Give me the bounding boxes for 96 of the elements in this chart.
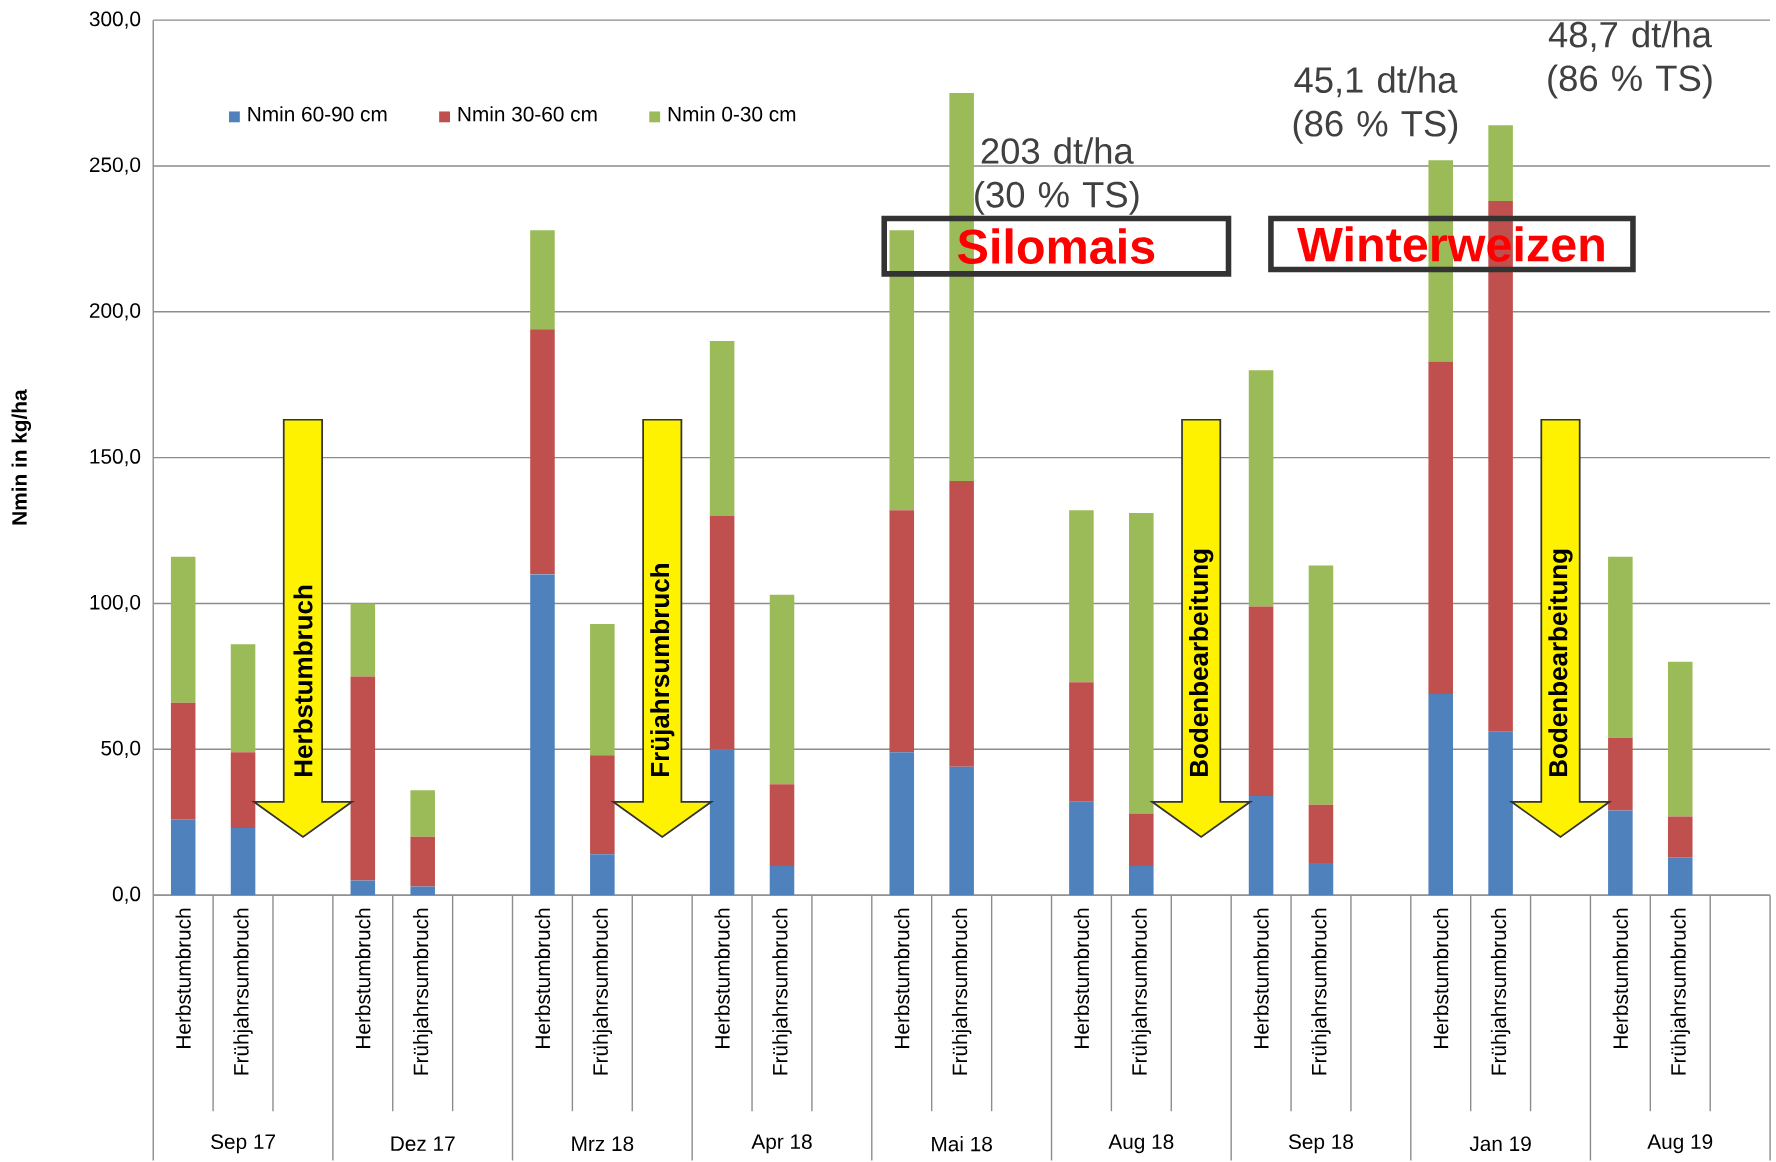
bar [1129, 865, 1154, 895]
bar [1667, 816, 1693, 857]
y-tick-label: 300,0 [89, 11, 141, 29]
y-tick-label: 150,0 [90, 448, 141, 466]
x-tick-label: Frühjahrsumbruch [1490, 908, 1511, 1075]
bar [769, 784, 795, 866]
y-tick-label: 50,0 [101, 740, 141, 758]
annotation: Herbstumbruch [293, 585, 313, 776]
bar [410, 789, 435, 837]
annotation: Früjahrsumbruch [650, 563, 675, 776]
text: Apr 18 [751, 1134, 812, 1153]
bar [1308, 804, 1334, 863]
annotation: 45,1 dt/ha (86 % TS) [1293, 65, 1458, 144]
bar [170, 556, 196, 703]
bar [1667, 661, 1693, 817]
y-axis-title: Nmin in kg/ha [11, 389, 32, 525]
bar [769, 594, 795, 785]
bar [1069, 801, 1094, 895]
bar [1667, 856, 1693, 895]
x-tick-label: Herbstumbruch [1253, 908, 1269, 1048]
x-tick-label: Herbstumbruch [894, 908, 910, 1048]
x-tick-label: Herbstumbruch [355, 908, 371, 1048]
bar [230, 827, 256, 895]
bar [350, 603, 376, 677]
bar [230, 751, 256, 828]
text: Dez 17 [391, 1136, 455, 1151]
bar [1308, 565, 1334, 805]
bar [350, 676, 376, 881]
bar [590, 754, 615, 855]
x-tick-label: Frühjahrsumbruch [772, 908, 792, 1075]
text: Jan 19 [1469, 1136, 1531, 1151]
legend-label: Nmin 30-60 cm [458, 105, 597, 122]
x-tick-label: Frühjahrsumbruch [951, 908, 972, 1075]
bar [530, 329, 555, 575]
bar [350, 880, 376, 895]
bar [1069, 509, 1094, 682]
bar [410, 836, 435, 887]
x-tick-label: Frühjahrsumbruch [1670, 908, 1690, 1075]
bar [769, 865, 795, 895]
y-tick-label: 250,0 [89, 157, 141, 175]
x-tick-label: Frühjahrsumbruch [1311, 908, 1331, 1075]
bar [1488, 124, 1513, 201]
bar [170, 702, 196, 820]
bar [1248, 795, 1274, 895]
bar [1608, 810, 1633, 895]
bar [170, 819, 196, 895]
x-tick-label: Frühjahrsumbruch [592, 908, 613, 1075]
x-tick-label: Herbstumbruch [175, 908, 191, 1048]
x-tick-label: Herbstumbruch [534, 908, 551, 1048]
x-tick-label: Frühjahrsumbruch [1131, 908, 1151, 1075]
bar [1248, 606, 1274, 796]
bar [1488, 731, 1513, 895]
annotation: Bodenbearbeitung [1189, 549, 1214, 776]
bar [709, 749, 735, 895]
x-tick-label: Herbstumbruch [1073, 908, 1090, 1048]
bar [949, 480, 974, 767]
annotation: 203 dt/ha (30 % TS) [975, 136, 1139, 215]
bar [1308, 862, 1334, 895]
bar [530, 574, 555, 895]
bar [590, 854, 615, 895]
x-tick-label: Frühjahrsumbruch [412, 908, 433, 1075]
text: Mrz 18 [572, 1136, 634, 1151]
bar [530, 229, 555, 330]
bar [1608, 556, 1633, 738]
bar [1069, 682, 1094, 802]
y-tick-label: 200,0 [89, 302, 141, 321]
x-tick-label: Herbstumbruch [1433, 908, 1449, 1048]
y-tick-label: 100,0 [90, 594, 141, 612]
text: Aug 19 [1647, 1134, 1713, 1153]
bar [230, 644, 256, 752]
x-tick-label: Herbstumbruch [1612, 908, 1629, 1048]
bar [889, 509, 915, 752]
annotation: 48,7 dt/ha (86 % TS) [1548, 20, 1712, 99]
bar [889, 229, 915, 510]
bar [1608, 737, 1633, 811]
bar [709, 340, 735, 516]
x-tick-label: Frühjahrsumbruch [233, 908, 253, 1075]
bar [709, 515, 735, 750]
legend-label: Nmin 60-90 cm [248, 105, 387, 122]
bar [1248, 369, 1274, 607]
bar [1428, 693, 1453, 895]
legend-label: Nmin 0-30 cm [668, 105, 796, 122]
bar [1129, 512, 1154, 814]
y-tick-label: 0,0 [112, 886, 141, 904]
bar [1129, 813, 1154, 866]
x-tick-label: Herbstumbruch [714, 908, 730, 1048]
text: Sep 17 [211, 1134, 276, 1153]
bar [1428, 361, 1453, 694]
text: Sep 18 [1288, 1134, 1353, 1153]
bar [590, 623, 615, 755]
bar [889, 751, 915, 895]
annotation: Bodenbearbeitung [1548, 549, 1573, 776]
bar [410, 886, 435, 895]
bar [949, 766, 974, 895]
text: Aug 18 [1108, 1134, 1174, 1153]
text: Mai 18 [932, 1135, 992, 1152]
